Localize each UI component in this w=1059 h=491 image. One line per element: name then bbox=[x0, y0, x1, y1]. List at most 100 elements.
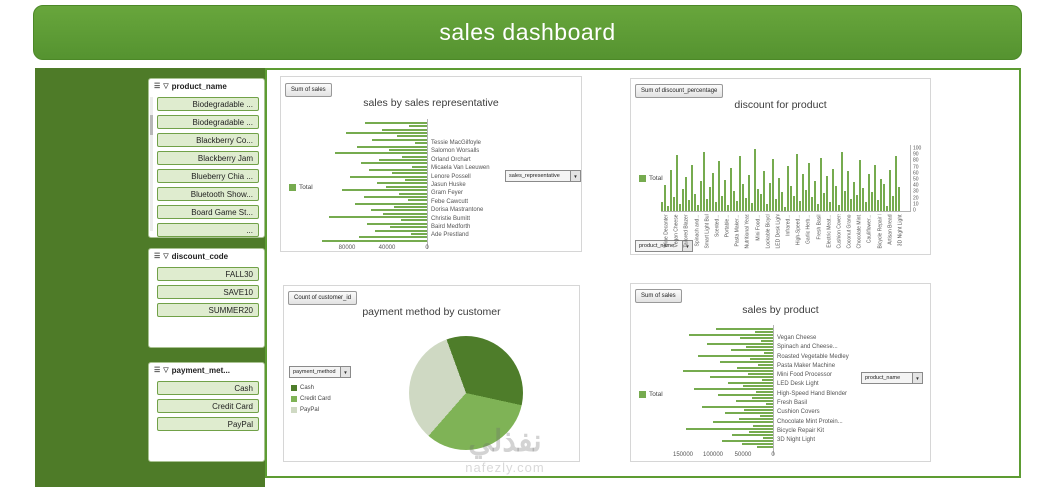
multi-select-icon[interactable]: ☰ bbox=[154, 83, 161, 90]
category-label: Electric Meat... bbox=[826, 214, 833, 248]
bar bbox=[814, 180, 816, 211]
bar bbox=[399, 192, 427, 195]
axis-tick-label: 40 bbox=[913, 182, 919, 189]
field-dropdown-sales-representative[interactable]: sales_representative ▼ bbox=[505, 170, 581, 182]
pivot-field-button[interactable]: Count of customer_id bbox=[288, 291, 358, 305]
axis-tick-label: 100000 bbox=[702, 452, 724, 458]
pivot-field-button[interactable]: Sum of sales bbox=[635, 289, 682, 303]
bar bbox=[793, 196, 795, 211]
slicer-item[interactable]: Cash bbox=[157, 381, 259, 395]
bar bbox=[716, 328, 773, 330]
pivot-field-button[interactable]: Sum of sales bbox=[285, 83, 332, 97]
bar bbox=[817, 203, 819, 211]
multi-select-icon[interactable]: ☰ bbox=[154, 367, 161, 374]
axis-tick-label: 80 bbox=[913, 157, 919, 164]
chart-sales-by-product: Sum of sales sales by product Total prod… bbox=[630, 283, 931, 462]
category-label: Lockable Bicycle... bbox=[765, 214, 772, 249]
category-label: Lenore Possell bbox=[431, 173, 471, 180]
bar bbox=[741, 442, 773, 445]
bar-series bbox=[309, 122, 427, 242]
bar bbox=[383, 212, 427, 215]
bar bbox=[342, 189, 427, 192]
bar bbox=[850, 198, 852, 211]
slicer-item[interactable]: FALL30 bbox=[157, 267, 259, 281]
multi-select-icon[interactable]: ☰ bbox=[154, 253, 161, 260]
category-label: Coconut Granola bbox=[846, 214, 853, 249]
field-dropdown-product-name[interactable]: product_name ▼ bbox=[861, 372, 923, 384]
axis-tick-label: 0 bbox=[425, 245, 429, 251]
field-dropdown-label: payment_method bbox=[293, 369, 336, 375]
clear-filter-icon[interactable]: ▽ bbox=[163, 253, 169, 260]
bar bbox=[835, 185, 837, 211]
legend-label: Total bbox=[299, 184, 313, 191]
bar bbox=[402, 155, 427, 158]
slicer-item[interactable]: Bluetooth Show... bbox=[157, 187, 259, 201]
bar bbox=[710, 376, 773, 379]
category-label: Roasted Vegetable Medley bbox=[777, 353, 849, 360]
pivot-field-button[interactable]: Sum of discount_percentage bbox=[635, 84, 724, 98]
slicer-scrollbar[interactable] bbox=[150, 97, 153, 231]
axis-tick-label: 30 bbox=[913, 188, 919, 195]
category-label: Chocolate Mint... bbox=[856, 214, 863, 249]
bar bbox=[790, 186, 792, 211]
clear-filter-icon[interactable]: ▽ bbox=[163, 367, 169, 374]
bar bbox=[361, 162, 427, 165]
slicer-item[interactable]: ... bbox=[157, 223, 259, 237]
legend-swatch bbox=[291, 384, 297, 391]
slicer-item[interactable]: Blackberry Co... bbox=[157, 133, 259, 147]
category-label: High-Speed Hand Blender bbox=[777, 390, 848, 397]
axis-tick-label: 20 bbox=[913, 195, 919, 202]
slicer-item[interactable]: Board Game St... bbox=[157, 205, 259, 219]
slicer-item[interactable]: Biodegradable ... bbox=[157, 115, 259, 129]
bar bbox=[802, 173, 804, 211]
category-label: Gram Feyer bbox=[431, 190, 464, 197]
bar bbox=[829, 201, 831, 211]
bar bbox=[769, 182, 771, 211]
slicer-item[interactable]: SUMMER20 bbox=[157, 303, 259, 317]
bar bbox=[372, 138, 427, 141]
clear-filter-icon[interactable]: ▽ bbox=[163, 83, 169, 90]
slicer-item[interactable]: Blueberry Chia ... bbox=[157, 169, 259, 183]
legend-label: PayPal bbox=[300, 406, 320, 413]
bar bbox=[732, 433, 773, 436]
slicer-item-list: Biodegradable ... Biodegradable ... Blackb… bbox=[149, 97, 264, 237]
bar bbox=[664, 185, 666, 211]
slicer-item[interactable]: Biodegradable ... bbox=[157, 97, 259, 111]
scrollbar-thumb[interactable] bbox=[150, 115, 153, 135]
field-dropdown-product-name[interactable]: product_name ▼ bbox=[635, 240, 693, 252]
bar-series bbox=[661, 147, 907, 211]
bar bbox=[706, 198, 708, 211]
bar bbox=[871, 191, 873, 211]
field-dropdown-payment-method[interactable]: payment_method ▼ bbox=[289, 366, 351, 378]
slicer-item[interactable]: PayPal bbox=[157, 417, 259, 431]
slicer-item[interactable]: SAVE10 bbox=[157, 285, 259, 299]
bar bbox=[898, 186, 900, 211]
dropdown-arrow-icon: ▼ bbox=[570, 171, 580, 181]
axis-tick-label: 150000 bbox=[672, 452, 694, 458]
category-axis-labels: Vegan Cheese Spinach and Cheese... Roasted… bbox=[777, 334, 849, 446]
bar bbox=[752, 397, 773, 400]
bar bbox=[703, 152, 705, 211]
bar bbox=[725, 412, 773, 415]
slicer-item[interactable]: Credit Card bbox=[157, 399, 259, 413]
bar bbox=[721, 195, 723, 211]
page-title: sales dashboard bbox=[439, 19, 616, 45]
slicer-header: ☰ ▽ discount_code bbox=[149, 249, 264, 263]
bar bbox=[757, 188, 759, 211]
bar-series bbox=[661, 328, 773, 448]
slicer-discount-code: ☰ ▽ discount_code FALL30 SAVE10 SUMMER20 bbox=[148, 248, 265, 348]
slicer-item[interactable]: Blackberry Jam bbox=[157, 151, 259, 165]
chart-title: discount for product bbox=[734, 99, 827, 111]
bar bbox=[377, 182, 427, 185]
slicer-title: payment_met... bbox=[171, 366, 230, 375]
bar bbox=[369, 169, 427, 172]
bar bbox=[661, 201, 663, 211]
chart-title: sales by product bbox=[742, 304, 819, 316]
bar bbox=[405, 179, 427, 182]
bar bbox=[679, 203, 681, 211]
bar bbox=[749, 430, 773, 433]
bar bbox=[826, 176, 828, 211]
bar bbox=[853, 181, 855, 211]
bar bbox=[892, 196, 894, 211]
bar bbox=[877, 199, 879, 211]
